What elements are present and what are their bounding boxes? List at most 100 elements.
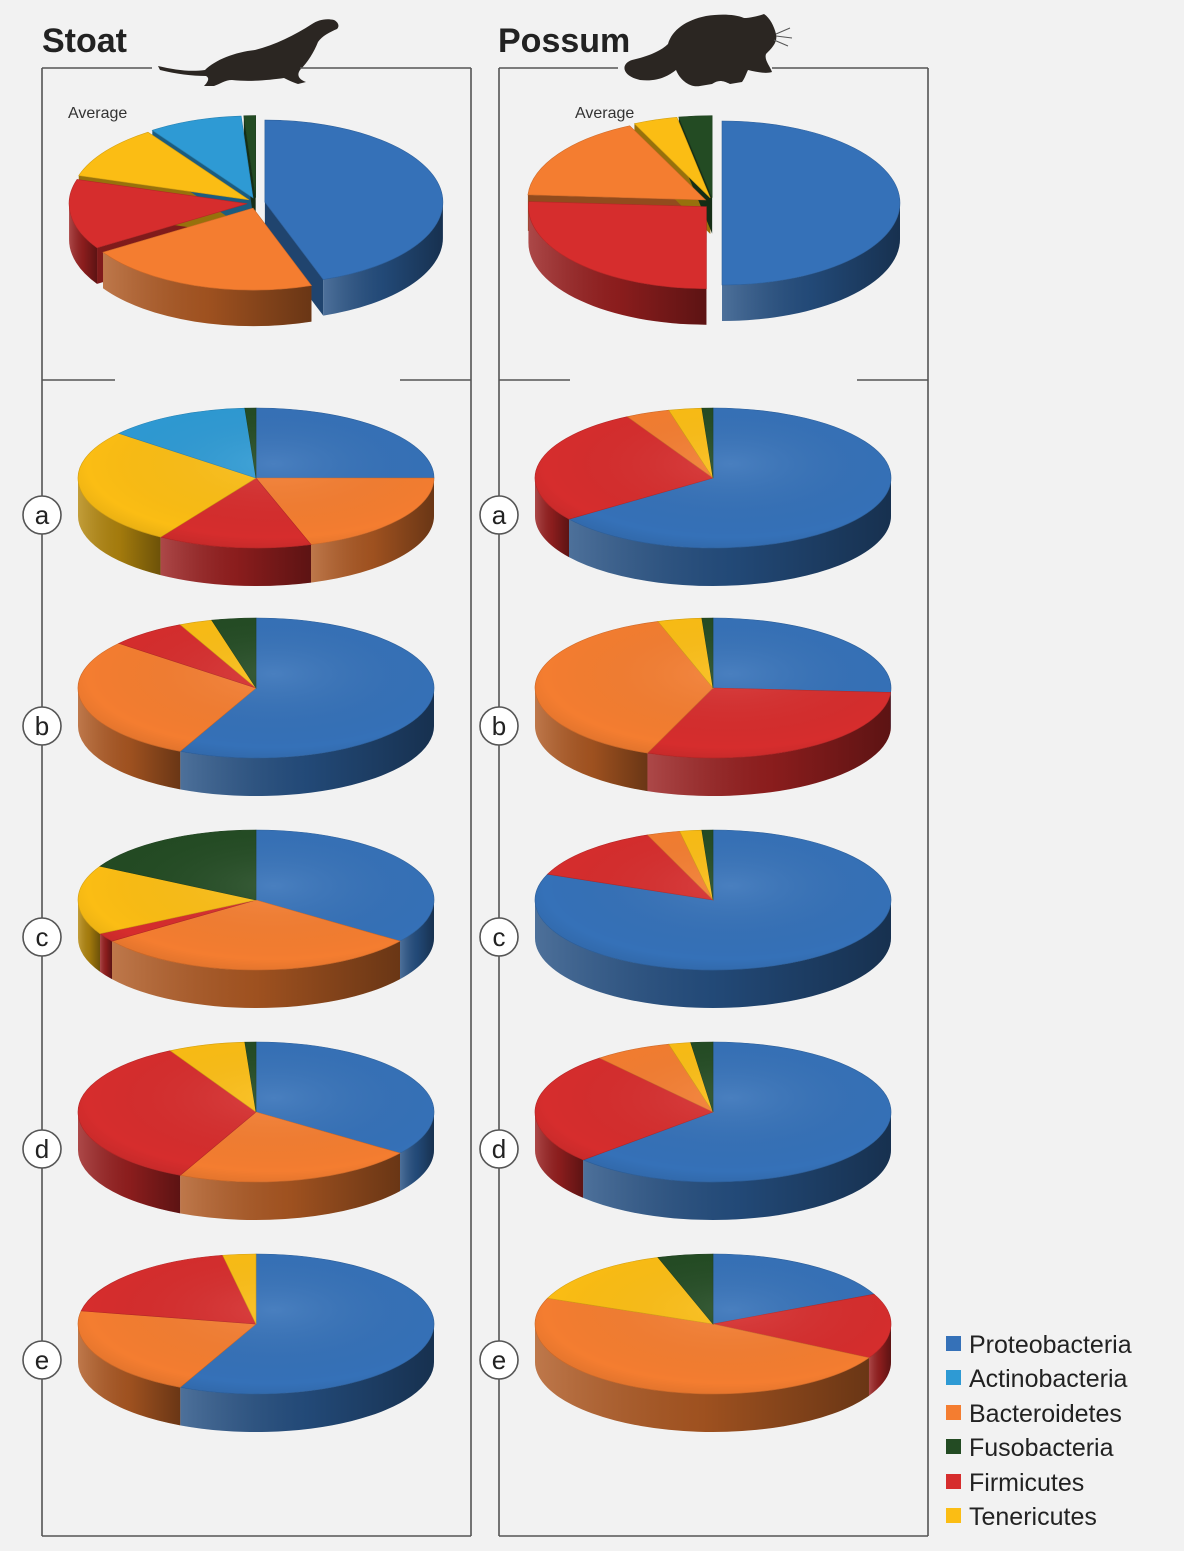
possum-title: Possum [498, 22, 630, 60]
row-marker-e: e [22, 1340, 62, 1380]
svg-text:a: a [35, 500, 50, 530]
svg-text:d: d [35, 1134, 49, 1164]
row-marker-d: d [479, 1129, 519, 1169]
pie-side-shading [400, 900, 434, 980]
pie-top-shading [78, 830, 434, 970]
pie-side-shading [535, 900, 891, 1008]
pie-side-shading [400, 1112, 435, 1192]
pie-slice-proteobacteria [721, 120, 901, 286]
pie-side-shading [722, 203, 900, 321]
row-marker-c: c [22, 917, 62, 957]
pie-top-shading [78, 1254, 434, 1394]
pie-top-shading [535, 1254, 891, 1394]
possum-silhouette-icon [624, 14, 793, 87]
legend-item-proteobacteria: Proteobacteria [946, 1331, 1132, 1359]
legend-item-bacteroidetes: Bacteroidetes [946, 1400, 1122, 1428]
svg-text:e: e [35, 1345, 49, 1375]
legend-swatch [946, 1439, 961, 1454]
pie-side-shading [103, 252, 312, 327]
pie-slice-firmicutes [68, 179, 248, 249]
pie-possum-c [534, 829, 892, 1008]
pie-side-shading [535, 1112, 584, 1198]
pie-slice-bacteroidetes [102, 207, 312, 291]
svg-text:c: c [36, 922, 49, 952]
pie-slice-fusobacteria [243, 115, 256, 198]
legend-label: Proteobacteria [969, 1331, 1132, 1359]
pie-side-shading [647, 692, 891, 796]
pie-stoat-a [77, 407, 435, 587]
possum-row-markers: a b c d e [479, 495, 519, 1380]
pie-side-shading [180, 1153, 401, 1220]
pie-side-shading [535, 478, 569, 558]
pie-side-shading [311, 478, 434, 583]
pie-slice-firmicutes [528, 201, 707, 289]
pie-top-shading [535, 830, 891, 970]
pie-side-shading [111, 941, 401, 1008]
legend-swatch [946, 1405, 961, 1420]
legend-label: Firmicutes [969, 1469, 1084, 1497]
legend-label: Actinobacteria [969, 1365, 1128, 1393]
legend: Proteobacteria Actinobacteria Bacteroide… [946, 1331, 1132, 1531]
pie-side-shading [180, 688, 434, 797]
pie-possum-e [534, 1253, 892, 1432]
pie-side-shading [160, 537, 312, 587]
legend-swatch [946, 1474, 961, 1489]
stoat-average-label: Average [68, 105, 127, 122]
pie-stoat-c [77, 829, 435, 1008]
pie-side-shading [868, 1324, 891, 1396]
pie-stoat-d [77, 1041, 435, 1220]
pie-side-shading [528, 206, 707, 325]
pie-possum-d [534, 1041, 892, 1221]
pie-top-shading [535, 408, 891, 548]
possum-average-label: Average [575, 105, 634, 122]
pie-side-shading [568, 478, 891, 586]
stoat-silhouette-icon [158, 19, 339, 86]
pie-side-shading [78, 478, 161, 576]
stoat-row-markers: a b c d e [22, 495, 62, 1380]
legend-label: Fusobacteria [969, 1434, 1114, 1462]
pie-side-shading [69, 203, 98, 284]
row-marker-c: c [479, 917, 519, 957]
pie-side-shading [78, 1324, 181, 1426]
pie-side-shading [100, 933, 112, 980]
svg-text:e: e [492, 1345, 506, 1375]
pie-side-shading [78, 688, 181, 790]
legend-item-fusobacteria: Fusobacteria [946, 1434, 1114, 1462]
pie-top-shading [535, 1042, 891, 1182]
pie-side-shading [78, 1112, 181, 1214]
pie-slice-fusobacteria [678, 115, 713, 198]
svg-text:b: b [35, 711, 49, 741]
legend-swatch [946, 1370, 961, 1385]
pie-slice-tenericutes [633, 116, 711, 199]
pie-side-shading [535, 1324, 869, 1432]
row-marker-a: a [479, 495, 519, 535]
pie-possum-b [534, 617, 892, 796]
pie-side-shading [583, 1112, 891, 1221]
pie-charts [68, 115, 901, 1433]
row-marker-d: d [22, 1129, 62, 1169]
row-marker-b: b [479, 706, 519, 746]
stoat-title: Stoat [42, 22, 127, 60]
pie-stoat-e [77, 1253, 435, 1433]
stoat-panel-frame [41, 67, 472, 1537]
pie-slice-actinobacteria [151, 115, 254, 199]
svg-text:a: a [492, 500, 507, 530]
svg-text:d: d [492, 1134, 506, 1164]
legend-swatch [946, 1336, 961, 1351]
svg-text:c: c [493, 922, 506, 952]
pie-side-shading [180, 1324, 434, 1433]
pie-side-shading [535, 688, 648, 792]
row-marker-e: e [479, 1340, 519, 1380]
pie-side-shading [323, 202, 443, 316]
pie-slice-proteobacteria [264, 119, 444, 280]
pie-slice-tenericutes [78, 131, 249, 201]
row-marker-b: b [22, 706, 62, 746]
legend-label: Tenericutes [969, 1503, 1097, 1531]
pie-stoat-b [77, 617, 435, 797]
legend-swatch [946, 1508, 961, 1523]
svg-text:b: b [492, 711, 506, 741]
pie-slice-bacteroidetes [527, 125, 707, 201]
legend-item-actinobacteria: Actinobacteria [946, 1365, 1128, 1393]
possum-panel-frame [498, 67, 929, 1537]
